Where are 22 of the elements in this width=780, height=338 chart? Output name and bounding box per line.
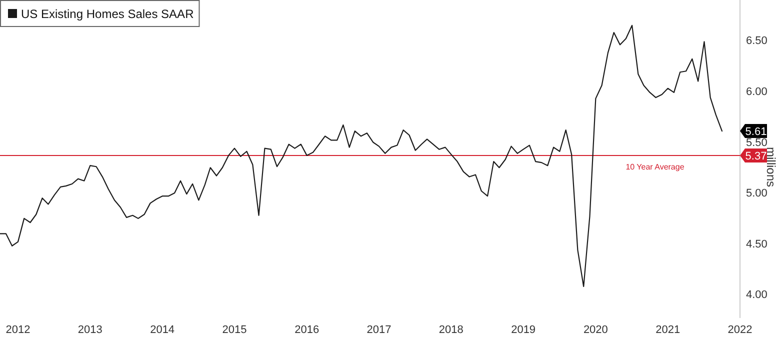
x-tick-label: 2020 (583, 324, 608, 336)
ref-line-label: 10 Year Average (626, 162, 685, 172)
line-series (0, 24, 723, 288)
x-tick-label: 2018 (438, 324, 464, 336)
x-tick-label: 2021 (656, 324, 680, 336)
y-tick-label: 6.50 (746, 35, 768, 48)
y-tick-label: 5.00 (746, 188, 768, 200)
x-tick-label: 2016 (294, 324, 320, 336)
text: 5.37 (745, 150, 767, 162)
y-tick-label: 4.00 (746, 289, 768, 302)
text: 5.61 (745, 126, 767, 138)
x-tick-label: 2019 (511, 324, 536, 336)
x-tick-label: 2014 (150, 324, 175, 336)
x-tick-label: 2017 (366, 324, 392, 336)
x-tick-label: 2013 (78, 324, 102, 336)
y-tick-label: 6.00 (746, 86, 768, 98)
y-tick-label: 4.50 (746, 238, 768, 250)
x-tick-label: 2015 (222, 324, 247, 336)
y-tick-label: 5.50 (746, 136, 768, 149)
x-tick-label: 2022 (728, 324, 752, 336)
x-tick-label: 2012 (6, 324, 30, 336)
legend-label: US Existing Homes Sales SAAR (21, 7, 194, 21)
